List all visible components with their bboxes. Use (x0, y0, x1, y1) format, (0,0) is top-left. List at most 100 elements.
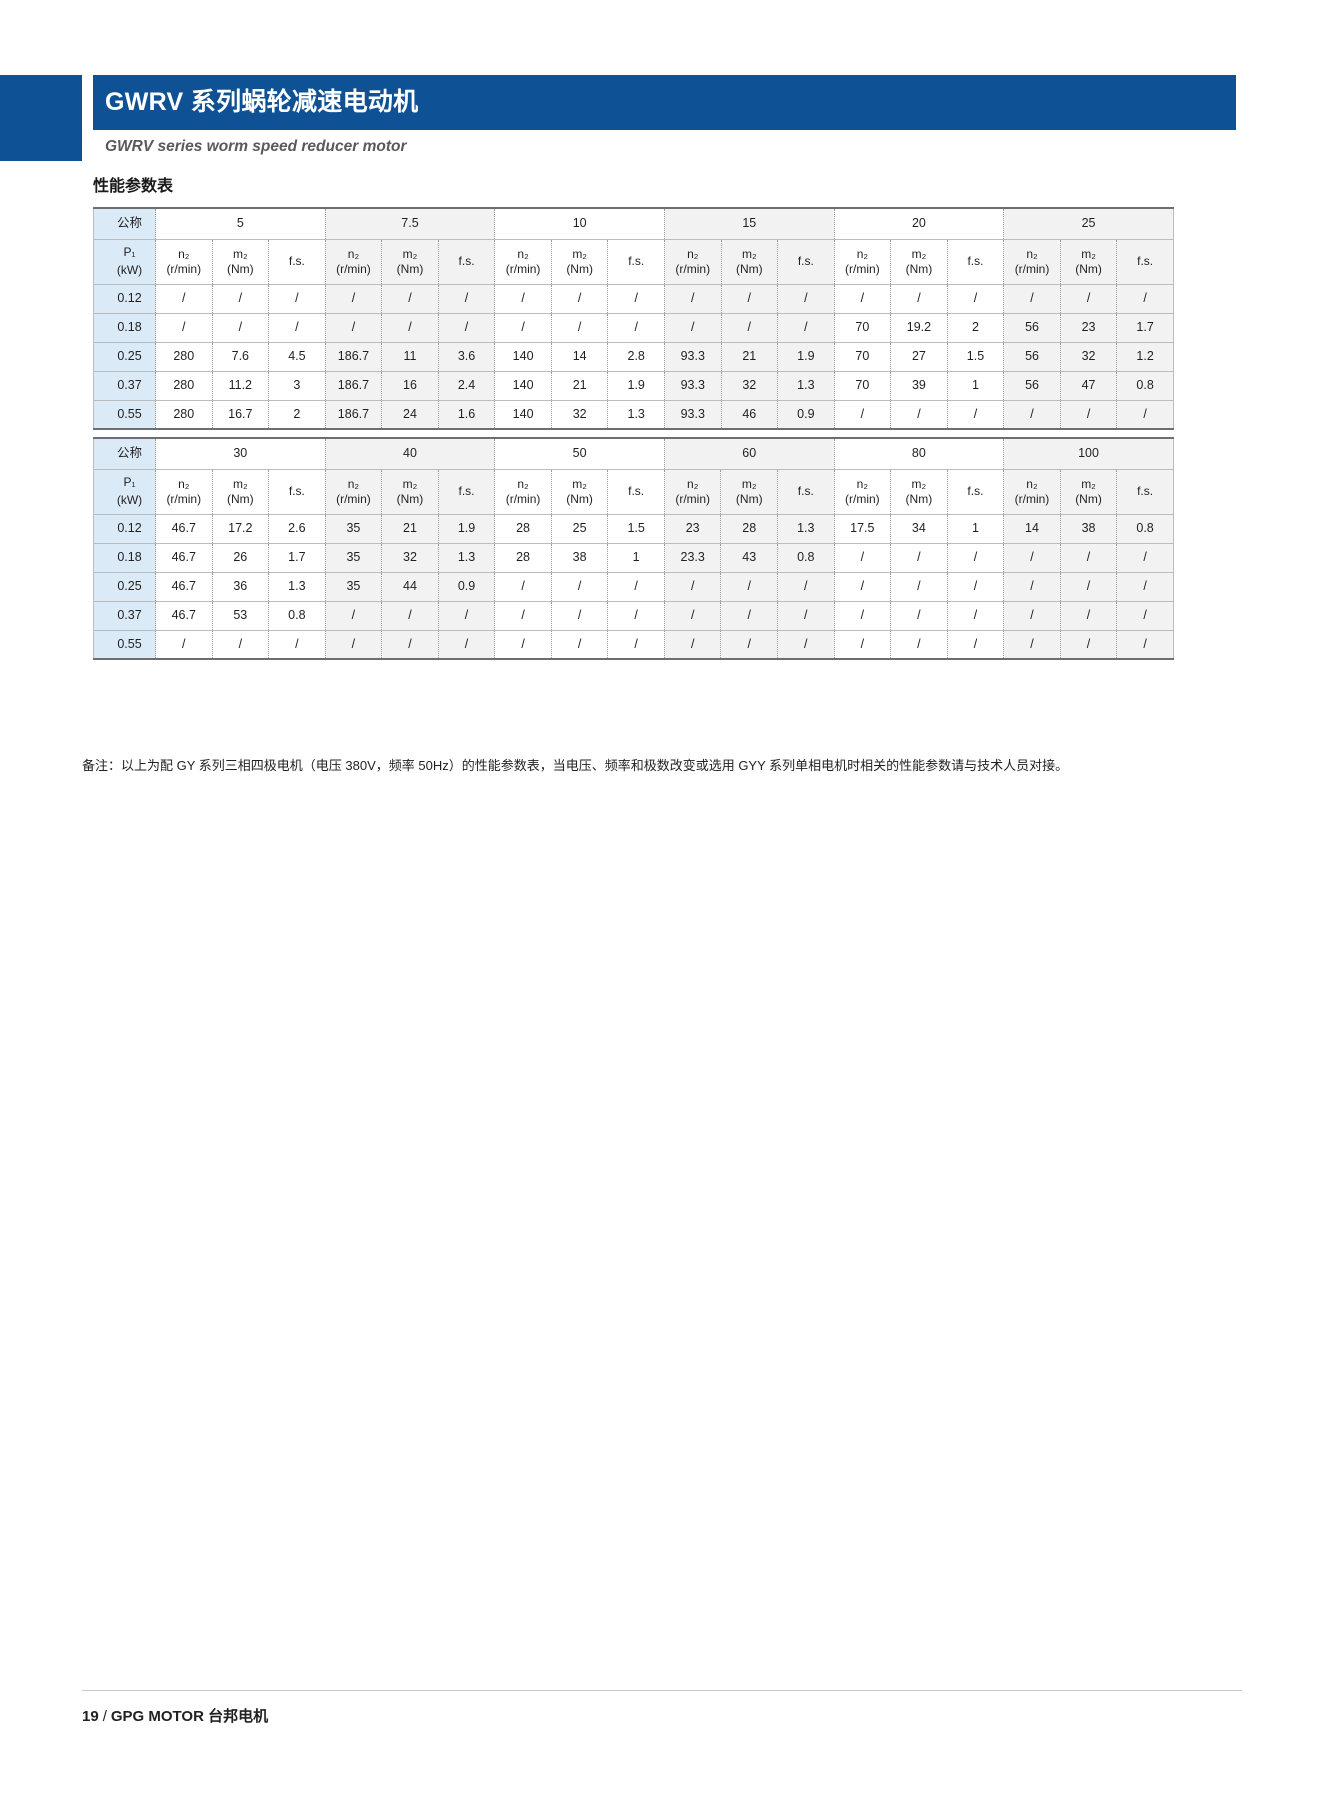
footnote-text: 备注：以上为配 GY 系列三相四极电机（电压 380V，频率 50Hz）的性能参… (82, 758, 1069, 773)
table-cell: / (663, 313, 722, 343)
table-cell: 0.9 (438, 572, 496, 602)
row-power-value: 0.12 (93, 514, 156, 544)
column-header-m2: m₂ (Nm) (212, 239, 270, 285)
table-cell: 1 (607, 543, 665, 573)
column-symbol: n₂ (1026, 247, 1038, 262)
section-heading: 性能参数表 (93, 178, 174, 195)
column-unit: (Nm) (735, 261, 763, 276)
title-bar: GWRV 系列蜗轮减速电动机 (93, 75, 1236, 130)
table-cell: 19.2 (890, 313, 948, 343)
table-cell: 46.7 (155, 543, 213, 573)
power-label-line2: (kW) (116, 492, 143, 507)
table-cell: / (438, 601, 496, 631)
table-cell: 46.7 (155, 514, 213, 544)
table-cell: 1.7 (1116, 313, 1174, 343)
table-cell: 1 (947, 514, 1005, 544)
table-cell: 1.7 (268, 543, 326, 573)
table-cell: 56 (1003, 313, 1061, 343)
table-cell: / (890, 543, 948, 573)
table-cell: / (551, 630, 609, 659)
table-row: 0.55 280 16.7 2 186.7 24 1.6 140 32 1.3 93.3 46 0.9/… (93, 400, 1174, 429)
column-symbol: m₂ (911, 477, 927, 492)
table-header-nominal-row: 公称 30 40 50 60 80 100 (93, 438, 1174, 470)
column-header-m2: m₂ (Nm) (381, 469, 439, 515)
table-cell: 53 (212, 601, 270, 631)
table-cell: / (1116, 543, 1174, 573)
power-label: P₁ (kW) (93, 469, 156, 515)
power-label-line1: P₁ (123, 475, 136, 490)
table-cell: / (1003, 284, 1061, 314)
column-symbol: n₂ (856, 477, 868, 492)
column-symbol: f.s. (797, 484, 814, 499)
table-cell: 1.6 (438, 400, 496, 429)
column-header-n2: n₂ (r/min) (155, 469, 213, 515)
column-unit: (Nm) (396, 491, 424, 506)
column-header-fs: f.s. (438, 239, 496, 285)
column-header-m2: m₂ (Nm) (721, 239, 779, 285)
column-symbol: n₂ (347, 247, 360, 262)
table-row: 0.12 46.7 17.2 2.6 35 21 1.9 28 25 1.5 23 28 1.3 17.5… (93, 514, 1174, 544)
table-cell: / (721, 284, 779, 314)
table-cell: 21 (721, 342, 779, 372)
nominal-ratio-header: 80 (833, 438, 1005, 470)
table-cell: / (607, 630, 665, 659)
table-cell: / (324, 284, 383, 314)
table-header-units-row: P₁ (kW) n₂ (r/min) m₂ (Nm) f.s. n₂ (r/min) m₂ (Nm)… (93, 239, 1174, 285)
column-symbol: f.s. (628, 254, 645, 269)
table-cell: / (777, 572, 835, 602)
table-cell: 27 (890, 342, 948, 372)
table-cell: / (551, 284, 609, 314)
nominal-ratio-header: 100 (1003, 438, 1174, 470)
table-cell: 46.7 (155, 601, 213, 631)
table-cell: 1.9 (438, 514, 496, 544)
table-cell: 280 (155, 400, 213, 429)
row-power-value: 0.18 (93, 313, 156, 343)
column-symbol: m₂ (232, 477, 248, 492)
column-symbol: f.s. (288, 484, 305, 499)
table-cell: 35 (324, 514, 383, 544)
column-header-fs: f.s. (777, 469, 835, 515)
table-cell: 46.7 (155, 572, 213, 602)
power-label-line1: P₁ (123, 245, 136, 260)
table-cell: 14 (551, 342, 609, 372)
table-cell: 1.5 (947, 342, 1005, 372)
table-cell: / (1116, 601, 1174, 631)
column-symbol: n₂ (687, 247, 699, 262)
table-cell: / (1003, 630, 1061, 659)
table-row: 0.55// / / / / / / / / / / / / / / / / (93, 630, 1174, 659)
column-header-m2: m₂ (Nm) (890, 469, 948, 515)
table-cell: / (551, 313, 609, 343)
table-cell: 17.2 (212, 514, 270, 544)
table-cell: 0.8 (777, 543, 835, 573)
table-cell: 32 (551, 400, 609, 429)
nominal-ratio-header: 50 (494, 438, 665, 470)
table-cell: / (1116, 630, 1174, 659)
table-cell: / (551, 572, 609, 602)
column-unit: (r/min) (675, 261, 711, 276)
column-header-n2: n₂ (r/min) (324, 239, 383, 285)
column-symbol: n₂ (856, 247, 869, 262)
table-cell: / (663, 601, 722, 631)
table-cell: 1.5 (607, 514, 665, 544)
table-cell: / (1003, 572, 1061, 602)
table-cell: 56 (1003, 371, 1061, 401)
table-cell: / (494, 313, 552, 343)
column-symbol: f.s. (458, 484, 475, 499)
table-cell: / (324, 630, 383, 659)
row-power-value: 0.25 (93, 342, 156, 372)
table-cell: / (324, 601, 383, 631)
table-cell: 1.9 (777, 342, 835, 372)
table-cell: / (1116, 284, 1174, 314)
performance-table-2-container: 公称 30 40 50 60 80 100 P₁ (kW) n₂ (r/min) m₂ (Nm) f.s.… (93, 437, 1174, 660)
nominal-ratio-header: 15 (663, 208, 835, 240)
table-cell: / (777, 601, 835, 631)
table-cell: / (720, 630, 779, 659)
column-unit: (Nm) (735, 491, 763, 506)
column-symbol: m₂ (402, 247, 418, 262)
table-cell: 28 (720, 514, 779, 544)
column-header-n2: n₂ (r/min) (324, 469, 383, 515)
table-header-nominal-row: 公称 5 7.5 10 15 20 25 (93, 208, 1174, 240)
column-header-fs: f.s. (947, 469, 1005, 515)
footer-divider (82, 1690, 1242, 1691)
column-unit: (r/min) (166, 491, 202, 506)
